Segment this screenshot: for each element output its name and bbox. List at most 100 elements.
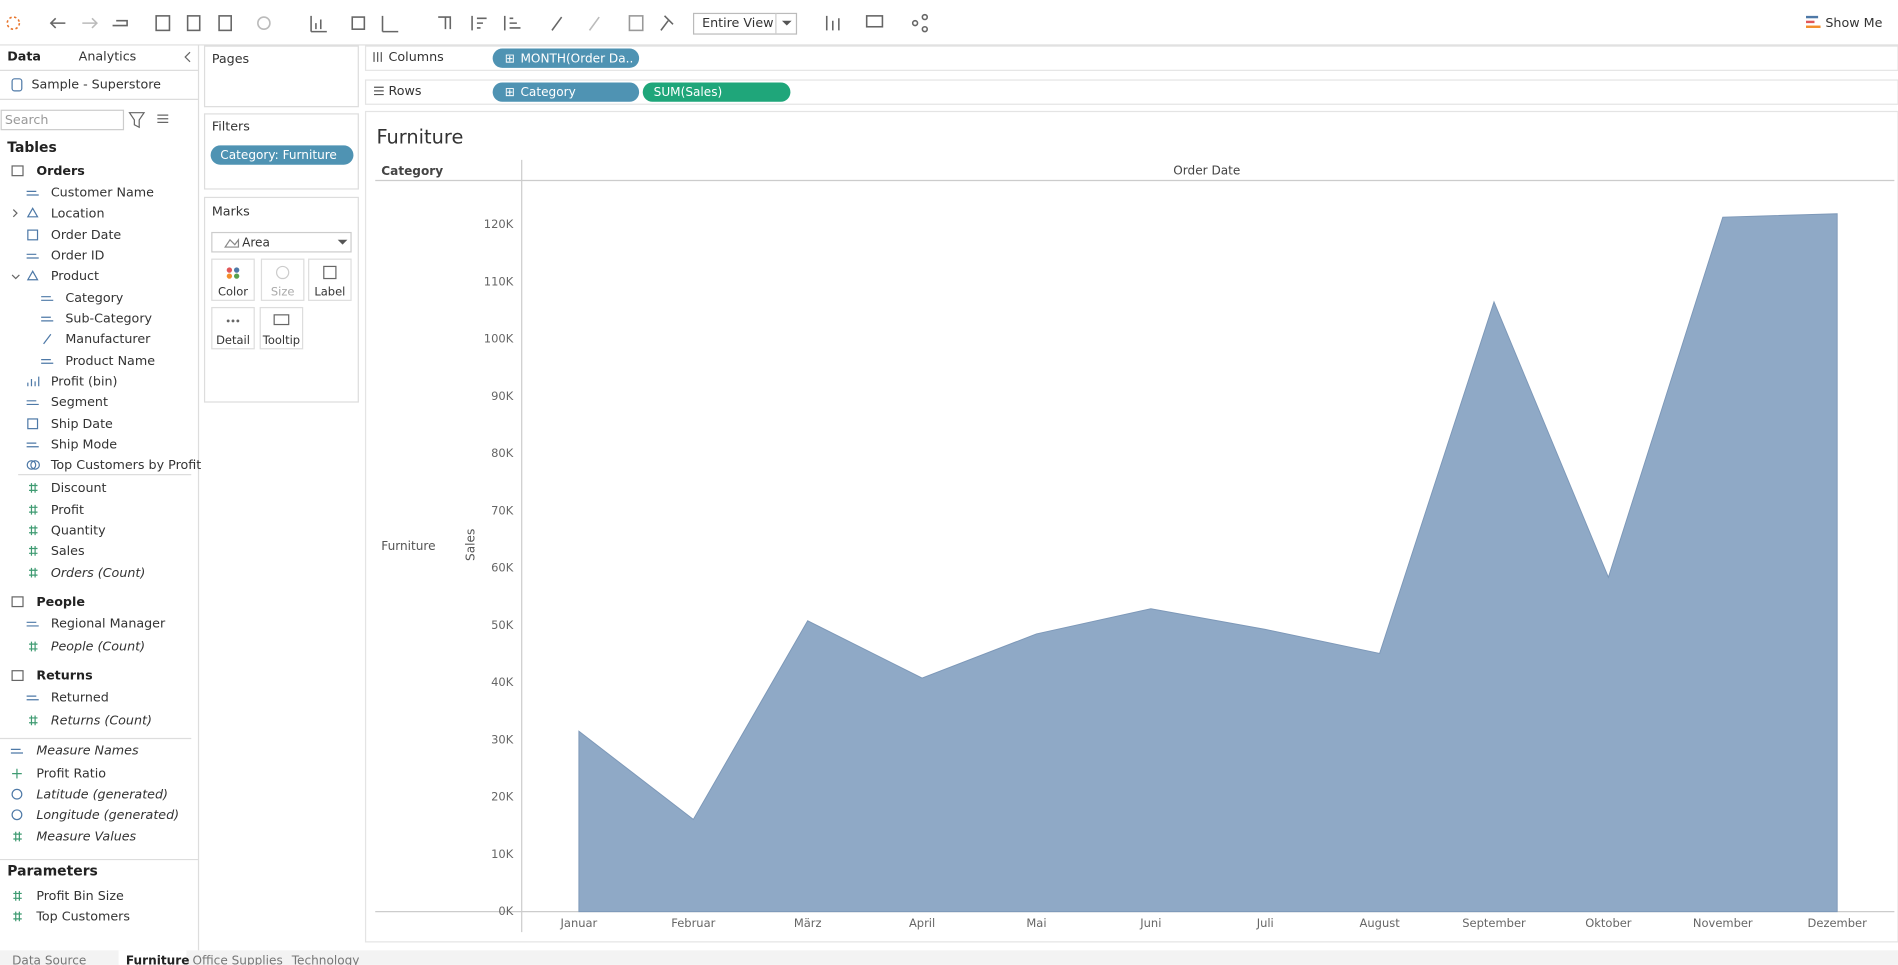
string-icon	[26, 442, 39, 448]
view-icon[interactable]	[157, 114, 169, 123]
field[interactable]: Top Customers	[35, 909, 130, 924]
x-tick-label: Juli	[1256, 916, 1274, 930]
mark-button[interactable]	[211, 258, 255, 301]
rows-pill[interactable]	[642, 82, 791, 102]
pages-label: Pages	[212, 51, 249, 66]
color-dot	[226, 273, 233, 279]
field[interactable]: Ship Mode	[51, 436, 117, 451]
column-header: Order Date	[1173, 163, 1240, 177]
field[interactable]: Location	[51, 205, 105, 220]
field[interactable]: Regional Manager	[51, 616, 166, 631]
field[interactable]: Order ID	[51, 248, 105, 263]
field[interactable]: Sub-Category	[65, 311, 152, 326]
mark-type-dropdown[interactable]	[211, 231, 352, 253]
field[interactable]: Customer Name	[51, 185, 154, 200]
rows-pill[interactable]	[492, 82, 640, 102]
search-placeholder: Search	[5, 112, 49, 127]
y-tick-label: 90K	[491, 389, 514, 403]
y-tick-label: 10K	[491, 847, 514, 861]
columns-icon	[373, 52, 382, 62]
measure-icon	[29, 715, 38, 726]
sheet-tab[interactable]: Furniture	[126, 954, 190, 965]
measure-icon	[29, 641, 38, 652]
sheet-tab[interactable]: Data Source	[12, 954, 86, 965]
field[interactable]: Ship Date	[51, 416, 113, 431]
x-tick-label: Juni	[1139, 916, 1161, 930]
string-icon	[26, 190, 39, 196]
sheet-tab[interactable]: Office Supplies	[192, 954, 282, 965]
group-icon	[43, 333, 52, 345]
rows-label: Rows	[389, 83, 422, 98]
string-icon	[41, 316, 54, 322]
view-mode-dropdown[interactable]	[692, 12, 798, 35]
table-name[interactable]: Returns	[36, 668, 92, 683]
table-icon	[11, 596, 24, 608]
field[interactable]: Manufacturer	[65, 331, 151, 346]
mark-button-label: Size	[271, 284, 295, 298]
mark-button[interactable]	[211, 306, 255, 350]
analytics-tab[interactable]: Analytics	[79, 49, 137, 64]
field[interactable]: Product	[51, 268, 99, 283]
field[interactable]: Profit (bin)	[51, 374, 118, 389]
collapse-icon[interactable]	[184, 51, 191, 63]
field[interactable]: Segment	[51, 394, 108, 409]
field[interactable]: Category	[65, 290, 123, 305]
table-name[interactable]: Orders	[36, 163, 85, 178]
field[interactable]: Measure Names	[36, 743, 139, 758]
string-icon	[41, 359, 54, 364]
x-tick-label: April	[909, 916, 935, 930]
field[interactable]: Sales	[51, 543, 85, 558]
columns-pill[interactable]	[492, 48, 640, 68]
expand-icon[interactable]	[12, 209, 18, 218]
datasource[interactable]: Sample - Superstore	[31, 76, 161, 91]
field[interactable]: Top Customers by Profit	[50, 457, 201, 472]
field[interactable]: Measure Values	[36, 829, 136, 844]
field[interactable]: Returned	[51, 689, 109, 704]
field[interactable]: Discount	[51, 480, 107, 495]
color-dot	[226, 267, 233, 273]
y-tick-label: 20K	[491, 790, 514, 804]
search-box[interactable]	[0, 109, 125, 131]
pages-card	[203, 45, 359, 108]
hierarchy-icon	[26, 207, 39, 218]
size-icon	[275, 265, 290, 280]
detail-dot	[231, 319, 235, 323]
y-tick-label: 40K	[491, 675, 514, 689]
measure-icon	[13, 831, 22, 842]
toolbar-icons[interactable]	[6, 13, 928, 33]
mark-type-arrow	[337, 239, 348, 245]
table-name[interactable]: People	[36, 594, 85, 609]
field[interactable]: Returns (Count)	[51, 712, 152, 727]
filter-icon[interactable]	[128, 112, 146, 129]
data-tab[interactable]: Data	[7, 49, 41, 64]
field[interactable]: Profit	[51, 502, 84, 517]
x-tick-label: August	[1360, 916, 1401, 930]
tooltip-icon	[273, 314, 290, 326]
geo-icon	[11, 788, 23, 800]
field[interactable]: Order Date	[51, 227, 122, 242]
geo-icon	[11, 809, 23, 821]
x-tick-label: März	[794, 916, 822, 930]
field[interactable]: Orders (Count)	[51, 565, 146, 580]
sheet-tab[interactable]: Technology	[291, 954, 360, 965]
string-icon	[41, 296, 54, 301]
hierarchy-icon	[26, 270, 39, 281]
field[interactable]: People (Count)	[51, 639, 145, 654]
field[interactable]: Profit Ratio	[36, 766, 106, 781]
y-tick-label: 30K	[491, 732, 514, 746]
field[interactable]: Latitude (generated)	[36, 786, 168, 801]
y-tick-label: 80K	[491, 446, 514, 460]
detail-dot	[236, 319, 240, 323]
area-icon	[224, 237, 240, 248]
field[interactable]: Longitude (generated)	[36, 807, 179, 822]
field[interactable]: Quantity	[51, 522, 106, 537]
show-me[interactable]: Show Me	[1825, 15, 1882, 30]
filter-pill[interactable]	[210, 145, 354, 165]
rows-icon	[374, 86, 384, 96]
expand-icon[interactable]	[11, 274, 20, 280]
field[interactable]: Profit Bin Size	[36, 888, 124, 903]
measure-icon	[13, 911, 22, 922]
field[interactable]: Product Name	[65, 353, 155, 368]
date-icon	[27, 229, 39, 241]
